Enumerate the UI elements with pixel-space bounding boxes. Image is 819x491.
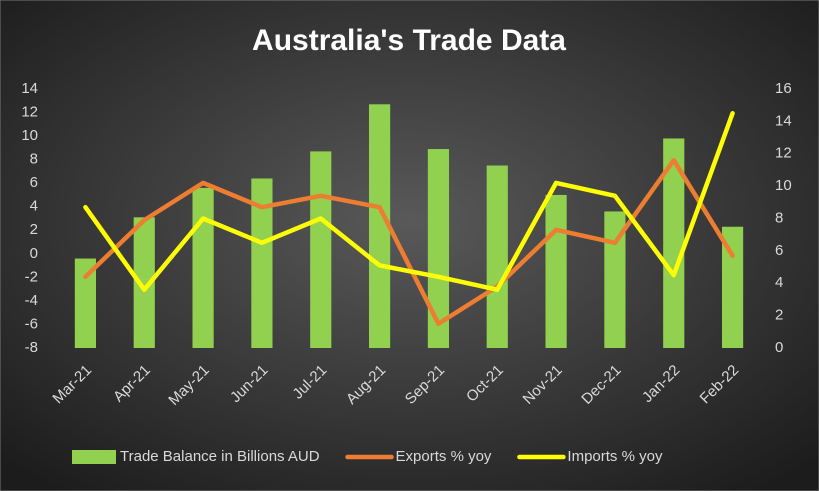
legend-label: Trade Balance in Billions AUD	[120, 448, 320, 465]
bar	[368, 104, 391, 349]
bar	[486, 165, 508, 348]
legend-swatch	[72, 450, 116, 464]
bar	[721, 226, 744, 348]
y2-tick-label: 0	[775, 339, 783, 356]
bar	[604, 211, 626, 348]
bar	[251, 178, 273, 348]
bar	[192, 187, 214, 348]
y-tick-label: 4	[30, 198, 38, 215]
bar	[427, 149, 450, 348]
y2-tick-label: 4	[775, 274, 783, 291]
y-tick-label: 14	[21, 80, 38, 97]
y-tick-label: 2	[30, 221, 38, 238]
y-tick-label: 10	[21, 127, 38, 144]
bar	[133, 217, 155, 348]
legend-label: Exports % yoy	[396, 448, 492, 465]
y2-tick-label: 12	[775, 145, 792, 162]
y-tick-label: 6	[30, 174, 38, 191]
legend-label: Imports % yoy	[567, 448, 663, 465]
y-tick-label: 12	[21, 104, 38, 121]
y-tick-label: 0	[30, 245, 38, 262]
bar	[74, 258, 97, 348]
y-tick-label: -6	[25, 315, 38, 332]
y2-tick-label: 8	[775, 209, 783, 226]
line	[83, 111, 735, 292]
y2-tick-label: 6	[775, 242, 783, 259]
y2-tick-label: 2	[775, 307, 783, 324]
y-tick-label: -2	[25, 268, 38, 285]
y-tick-label: -8	[25, 339, 38, 356]
bar	[545, 194, 567, 348]
bar	[663, 138, 685, 348]
y2-tick-label: 16	[775, 80, 792, 97]
chart-title: Australia's Trade Data	[252, 24, 566, 57]
y2-tick-label: 10	[775, 177, 792, 194]
y-tick-label: 8	[30, 151, 38, 168]
line	[83, 157, 735, 326]
y2-tick-label: 14	[775, 112, 792, 129]
bar	[310, 151, 332, 348]
y-tick-label: -4	[25, 292, 38, 309]
